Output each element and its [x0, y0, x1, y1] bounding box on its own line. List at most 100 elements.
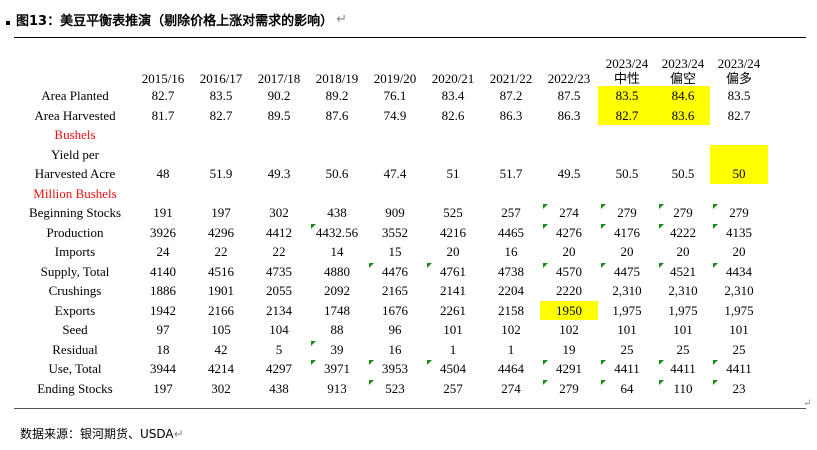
table-cell: 4761 [424, 262, 482, 282]
table-cell: 47.4 [383, 166, 407, 182]
empty-cell [192, 184, 250, 204]
table-cell: 2158 [498, 302, 524, 318]
table-cell: 51.7 [499, 166, 523, 182]
table-cell: 4276 [540, 223, 598, 243]
table-cell: 4880 [324, 263, 350, 279]
row-label: Ending Stocks [37, 380, 113, 396]
row-label: Residual [52, 341, 98, 357]
table-cell [424, 145, 482, 165]
table-cell: 64 [598, 379, 656, 399]
cell-marker-icon [427, 262, 432, 268]
table-cell: 302 [211, 380, 231, 396]
empty-cell [482, 125, 540, 145]
table-cell: 274 [540, 203, 598, 223]
table-cell: 18 [156, 341, 170, 357]
row-label: Exports [54, 302, 96, 318]
table-cell: 89.5 [267, 107, 291, 123]
header-label-cell [16, 50, 134, 86]
table-cell: 86.3 [557, 107, 581, 123]
table-cell: 2134 [266, 302, 292, 318]
table-cell: 4214 [208, 361, 234, 377]
table-cell: 81.7 [151, 107, 175, 123]
table-cell: 1,975 [668, 302, 698, 318]
table-cell: 42 [214, 341, 228, 357]
empty-cell [134, 184, 192, 204]
table-cell: 279 [710, 203, 768, 223]
table-cell: 4222 [656, 223, 710, 243]
table-end-icon: ↵ [803, 398, 812, 409]
table-cell [250, 145, 308, 165]
table-cell: 88 [330, 322, 344, 338]
table-cell: 1748 [324, 302, 350, 318]
table-cell: 2092 [324, 283, 350, 299]
table-cell: 1901 [208, 283, 234, 299]
paragraph-mark-icon: ↵ [336, 11, 347, 27]
table-cell [656, 145, 710, 165]
table-row: Residual 18 42 5 39 16 1 1 19 25 25 25 [16, 340, 768, 360]
cell-marker-icon [427, 360, 432, 365]
table-cell [540, 145, 598, 165]
table-cell: 4434 [710, 262, 768, 282]
row-label: Seed [62, 322, 88, 338]
table-cell: 83.5 [727, 88, 751, 104]
table-cell: 102 [501, 322, 521, 338]
table-cell: 4570 [540, 262, 598, 282]
paragraph-mark-icon: ↵ [173, 427, 184, 441]
column-header: 2021/22 [489, 71, 533, 86]
column-header: 2023/24 偏空 [661, 56, 705, 86]
empty-cell [424, 184, 482, 204]
table-row: Yield per [16, 144, 768, 165]
table-cell: 1950 [540, 300, 598, 320]
cell-marker-icon [713, 223, 718, 229]
cell-marker-icon [713, 262, 718, 268]
table-cell [366, 145, 424, 165]
table-cell: 87.6 [325, 107, 349, 123]
empty-cell [540, 184, 598, 204]
table-cell: 16 [388, 341, 402, 357]
cell-marker-icon [543, 262, 548, 268]
table-cell: 23 [710, 379, 768, 399]
table-cell [134, 145, 192, 165]
table-cell: 4432.56 [308, 223, 366, 243]
table-cell: 279 [656, 203, 710, 223]
table-cell: 1886 [150, 283, 176, 299]
table-cell: 19 [562, 341, 576, 357]
table-cell: 4504 [424, 359, 482, 379]
table-cell: 25 [620, 341, 634, 357]
row-label: Harvested Acre [34, 166, 116, 182]
empty-cell [656, 125, 710, 145]
cell-marker-icon [311, 360, 316, 365]
source-note: 数据来源：银河期货、USDA↵ [20, 425, 184, 442]
table-cell: 4140 [150, 263, 176, 279]
cell-marker-icon [543, 379, 548, 385]
table-cell [192, 145, 250, 165]
empty-cell [710, 184, 768, 204]
section-label: Bushels [54, 127, 96, 143]
table-row: Seed 97 105 104 88 96 101 102 102 101 101 101 [16, 320, 768, 340]
table-row: Crushings 1886 1901 2055 2092 2165 2141 2204 222… [16, 281, 768, 301]
table-cell: 2,310 [612, 283, 642, 299]
empty-cell [656, 184, 710, 204]
column-header: 2016/17 [199, 71, 243, 86]
cell-marker-icon [713, 204, 718, 209]
cell-marker-icon [601, 262, 606, 268]
cell-marker-icon [659, 379, 664, 385]
table-cell: 82.7 [727, 107, 751, 123]
table-cell: 4516 [208, 263, 234, 279]
table-cell: 913 [327, 380, 347, 396]
empty-cell [366, 125, 424, 145]
table-row: Imports 24 22 22 14 15 20 16 20 20 20 20 [16, 242, 768, 262]
table-cell: 4475 [598, 262, 656, 282]
table-cell: 82.6 [441, 107, 465, 123]
cell-marker-icon [601, 360, 606, 365]
table-cell: 257 [443, 380, 463, 396]
table-cell: 302 [269, 205, 289, 221]
table-cell: 3552 [382, 224, 408, 240]
cell-marker-icon [601, 379, 606, 385]
figure-title-bar: 图13：美豆平衡表推演（剔除价格上涨对需求的影响） ↵ [6, 8, 806, 30]
table-cell: 2,310 [668, 283, 698, 299]
empty-cell [424, 125, 482, 145]
row-label: Area Planted [41, 88, 109, 104]
table-cell [710, 144, 768, 164]
empty-cell [540, 125, 598, 145]
